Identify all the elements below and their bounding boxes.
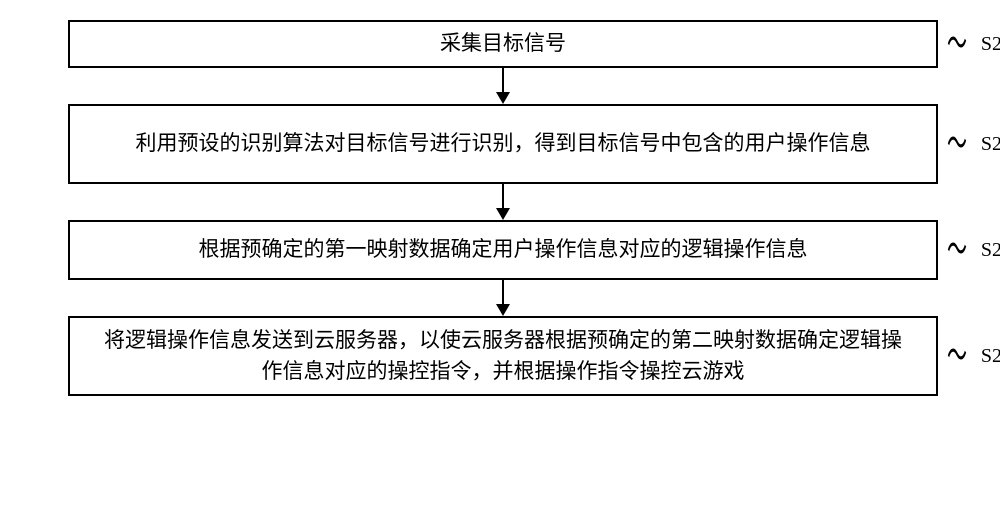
arrow-head-icon [496, 304, 510, 316]
step-text: 根据预确定的第一映射数据确定用户操作信息对应的逻辑操作信息 [199, 234, 808, 266]
arrow [68, 280, 938, 316]
step-id: S204 [981, 341, 1000, 371]
step-label-s202: 〜 S202 [937, 129, 1000, 159]
step-label-s204: 〜 S204 [937, 341, 1000, 371]
step-label-s201: 〜 S201 [937, 29, 1000, 59]
bracket-icon: 〜 [947, 346, 967, 366]
step-id: S201 [981, 29, 1000, 59]
step-text: 将逻辑操作信息发送到云服务器，以使云服务器根据预确定的第二映射数据确定逻辑操作信… [94, 325, 912, 388]
bracket-icon: 〜 [947, 34, 967, 54]
flowchart-container: 采集目标信号 〜 S201 利用预设的识别算法对目标信号进行识别，得到目标信号中… [68, 20, 938, 396]
arrow-head-icon [496, 92, 510, 104]
arrow [68, 184, 938, 220]
step-box-s203: 根据预确定的第一映射数据确定用户操作信息对应的逻辑操作信息 〜 S203 [68, 220, 938, 280]
arrow-line [502, 280, 504, 306]
step-box-s201: 采集目标信号 〜 S201 [68, 20, 938, 68]
arrow-head-icon [496, 208, 510, 220]
bracket-icon: 〜 [947, 134, 967, 154]
step-box-s202: 利用预设的识别算法对目标信号进行识别，得到目标信号中包含的用户操作信息 〜 S2… [68, 104, 938, 184]
step-id: S202 [981, 129, 1000, 159]
arrow-line [502, 184, 504, 210]
arrow [68, 68, 938, 104]
step-text: 采集目标信号 [440, 28, 566, 60]
step-label-s203: 〜 S203 [937, 235, 1000, 265]
step-id: S203 [981, 235, 1000, 265]
bracket-icon: 〜 [947, 240, 967, 260]
step-box-s204: 将逻辑操作信息发送到云服务器，以使云服务器根据预确定的第二映射数据确定逻辑操作信… [68, 316, 938, 396]
arrow-line [502, 68, 504, 94]
step-text: 利用预设的识别算法对目标信号进行识别，得到目标信号中包含的用户操作信息 [136, 128, 871, 160]
